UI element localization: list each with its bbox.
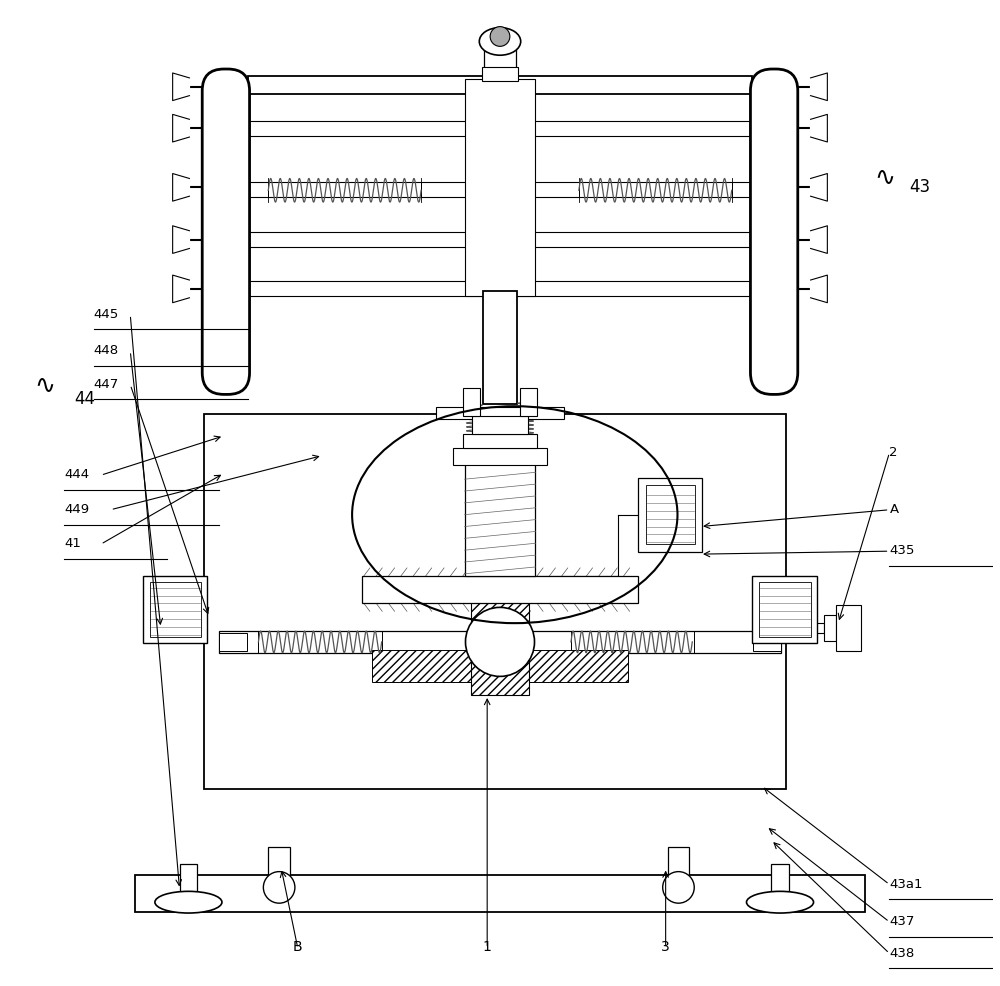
- Bar: [372, 650, 628, 682]
- Circle shape: [263, 872, 295, 903]
- Bar: [463, 388, 480, 416]
- Bar: [824, 615, 836, 641]
- Bar: [204, 414, 786, 789]
- Text: 447: 447: [94, 378, 119, 390]
- Bar: [135, 875, 865, 912]
- Text: 43: 43: [909, 178, 930, 196]
- Ellipse shape: [746, 891, 814, 913]
- Bar: [248, 76, 752, 94]
- FancyBboxPatch shape: [750, 69, 798, 394]
- Bar: [219, 633, 247, 651]
- Bar: [472, 416, 528, 434]
- Bar: [436, 407, 564, 419]
- Bar: [571, 631, 694, 653]
- Bar: [752, 576, 817, 643]
- Bar: [836, 605, 861, 651]
- Bar: [463, 434, 537, 448]
- Text: ∿: ∿: [35, 373, 56, 396]
- Bar: [248, 232, 752, 246]
- Text: A: A: [889, 503, 899, 516]
- Bar: [638, 478, 702, 552]
- Text: 448: 448: [94, 344, 119, 357]
- Polygon shape: [811, 275, 827, 303]
- Text: 444: 444: [64, 468, 89, 481]
- Text: 44: 44: [74, 390, 95, 408]
- Bar: [465, 462, 535, 576]
- Bar: [520, 388, 537, 416]
- Text: 41: 41: [64, 537, 81, 550]
- Polygon shape: [173, 73, 189, 101]
- Bar: [258, 631, 382, 653]
- Text: 445: 445: [94, 308, 119, 320]
- Text: 1: 1: [483, 941, 492, 954]
- Bar: [483, 291, 517, 404]
- Bar: [759, 582, 811, 637]
- Text: ∿: ∿: [875, 166, 896, 189]
- Text: 43a1: 43a1: [889, 878, 923, 890]
- Bar: [362, 576, 638, 603]
- Bar: [579, 182, 732, 197]
- Bar: [785, 623, 824, 633]
- Bar: [180, 864, 197, 895]
- Bar: [668, 847, 689, 875]
- Text: 435: 435: [889, 544, 915, 557]
- Text: 3: 3: [661, 941, 670, 954]
- Text: 438: 438: [889, 947, 915, 959]
- Bar: [248, 281, 752, 296]
- Polygon shape: [811, 73, 827, 101]
- Bar: [753, 633, 781, 651]
- Polygon shape: [811, 226, 827, 253]
- Text: 449: 449: [64, 503, 89, 516]
- Bar: [465, 79, 535, 296]
- Polygon shape: [173, 174, 189, 201]
- Ellipse shape: [155, 891, 222, 913]
- Bar: [771, 864, 789, 895]
- Bar: [143, 576, 207, 643]
- Polygon shape: [173, 275, 189, 303]
- Circle shape: [465, 607, 535, 676]
- Polygon shape: [811, 114, 827, 142]
- Circle shape: [663, 872, 694, 903]
- Polygon shape: [173, 114, 189, 142]
- Text: 2: 2: [889, 446, 898, 458]
- Bar: [482, 67, 518, 81]
- Ellipse shape: [479, 28, 521, 55]
- Bar: [268, 182, 421, 197]
- Bar: [150, 582, 201, 637]
- Polygon shape: [173, 226, 189, 253]
- Bar: [248, 182, 752, 197]
- FancyBboxPatch shape: [202, 69, 250, 394]
- Bar: [484, 44, 516, 69]
- Polygon shape: [811, 174, 827, 201]
- Bar: [646, 485, 695, 544]
- Bar: [268, 847, 290, 875]
- Circle shape: [490, 27, 510, 46]
- Bar: [471, 567, 529, 695]
- Bar: [453, 448, 547, 465]
- Text: B: B: [293, 941, 303, 954]
- Bar: [248, 121, 752, 136]
- Bar: [219, 631, 781, 653]
- Text: 437: 437: [889, 915, 915, 928]
